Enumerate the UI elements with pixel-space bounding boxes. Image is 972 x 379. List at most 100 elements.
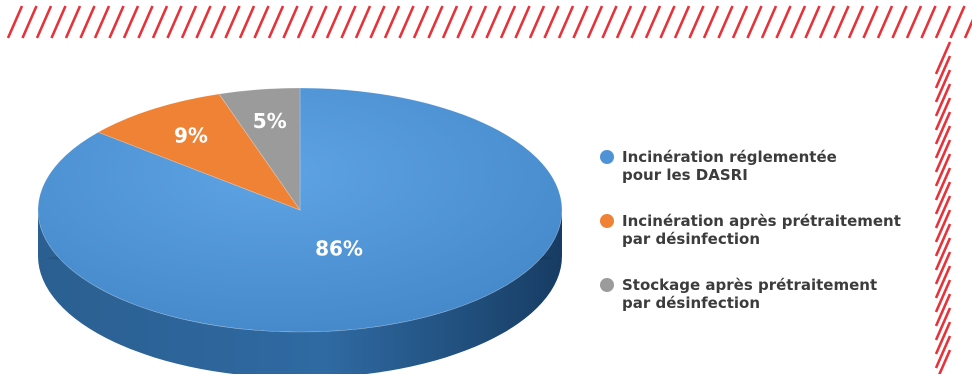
stripe-mark xyxy=(934,153,952,187)
stripe-mark xyxy=(789,5,807,39)
stripe-mark xyxy=(543,5,560,39)
stripe-mark xyxy=(934,125,952,159)
stripe-mark xyxy=(282,5,299,39)
stripe-mark xyxy=(717,5,734,39)
stripe-mark xyxy=(340,5,357,39)
pie-slices xyxy=(37,87,563,333)
stripe-mark xyxy=(514,5,531,39)
stripe-mark xyxy=(456,5,473,39)
stripe-mark xyxy=(934,279,952,313)
stripe-mark xyxy=(630,5,647,39)
stripe-mark xyxy=(615,5,633,39)
stripe-mark xyxy=(847,5,865,39)
stripe-mark xyxy=(6,5,24,39)
stripe-mark xyxy=(934,55,952,89)
decorative-stripes-right xyxy=(934,41,952,379)
stripe-mark xyxy=(325,5,343,39)
stripe-mark xyxy=(702,5,720,39)
stripe-mark xyxy=(79,5,96,39)
pie-slice xyxy=(218,87,301,211)
stripe-mark xyxy=(934,251,952,285)
stripe-mark xyxy=(934,41,952,75)
legend-label: Incinération après prétraitement xyxy=(622,212,901,230)
stripe-mark xyxy=(934,223,952,257)
stripe-mark xyxy=(934,265,952,299)
legend-label: par désinfection xyxy=(622,294,760,312)
stripe-mark xyxy=(905,5,923,39)
stripe-mark xyxy=(412,5,430,39)
stripe-mark xyxy=(688,5,705,39)
slice-value-label: 5% xyxy=(253,109,287,133)
legend-label: Stockage après prétraitement xyxy=(622,276,877,294)
stripe-mark xyxy=(673,5,691,39)
stripe-mark xyxy=(934,293,952,327)
stripe-mark xyxy=(934,237,952,271)
stripe-mark xyxy=(920,5,937,39)
stripe-mark xyxy=(934,83,952,117)
stripe-mark xyxy=(862,5,879,39)
stripe-mark xyxy=(891,5,908,39)
orange-dot-icon xyxy=(600,214,614,228)
stripe-mark xyxy=(934,181,952,215)
stripe-mark xyxy=(195,5,212,39)
stripe-mark xyxy=(354,5,372,39)
stripe-mark xyxy=(949,5,966,39)
stripe-mark xyxy=(572,5,589,39)
stripe-mark xyxy=(934,209,952,243)
stripe-mark xyxy=(818,5,836,39)
stripe-mark xyxy=(586,5,604,39)
pie-slice xyxy=(37,87,563,333)
stripe-mark xyxy=(267,5,285,39)
stripe-mark xyxy=(383,5,401,39)
stripe-mark xyxy=(35,5,53,39)
stripe-mark xyxy=(557,5,575,39)
stripe-mark xyxy=(296,5,314,39)
pie-wall xyxy=(38,210,562,378)
stripe-mark xyxy=(775,5,792,39)
blue-dot-icon xyxy=(600,150,614,164)
stripe-mark xyxy=(934,321,952,355)
stripe-mark xyxy=(528,5,546,39)
stripe-mark xyxy=(499,5,517,39)
stripe-mark xyxy=(934,139,952,173)
stripe-mark xyxy=(833,5,850,39)
stripe-mark xyxy=(934,5,952,39)
stripe-mark xyxy=(470,5,488,39)
stripe-mark xyxy=(369,5,386,39)
stripe-mark xyxy=(934,167,952,201)
pie-data-labels: 86% 9% 5% xyxy=(174,109,363,261)
slice-value-label: 86% xyxy=(315,237,363,261)
legend-label: pour les DASRI xyxy=(622,166,748,184)
stripe-mark xyxy=(311,5,328,39)
stripe-mark xyxy=(224,5,241,39)
stripe-mark xyxy=(934,307,952,341)
stripe-mark xyxy=(876,5,894,39)
stripe-mark xyxy=(93,5,111,39)
decorative-stripes-top xyxy=(6,5,972,39)
stripe-mark xyxy=(166,5,183,39)
stripe-mark xyxy=(746,5,763,39)
legend-label: Incinération réglementée xyxy=(622,148,837,166)
stripe-mark xyxy=(209,5,227,39)
stripe-mark xyxy=(963,18,972,39)
stripe-mark xyxy=(934,97,952,131)
stripe-mark xyxy=(760,5,778,39)
legend-label: par désinfection xyxy=(622,230,760,248)
stripe-mark xyxy=(731,5,749,39)
stripe-mark xyxy=(934,69,952,103)
stripe-mark xyxy=(934,335,952,369)
stripe-mark xyxy=(137,5,154,39)
stripe-mark xyxy=(108,5,125,39)
stripe-mark xyxy=(601,5,618,39)
stripe-mark xyxy=(485,5,502,39)
stripe-mark xyxy=(441,5,459,39)
stripe-mark xyxy=(50,5,67,39)
stripe-mark xyxy=(934,111,952,145)
stripe-mark xyxy=(238,5,256,39)
